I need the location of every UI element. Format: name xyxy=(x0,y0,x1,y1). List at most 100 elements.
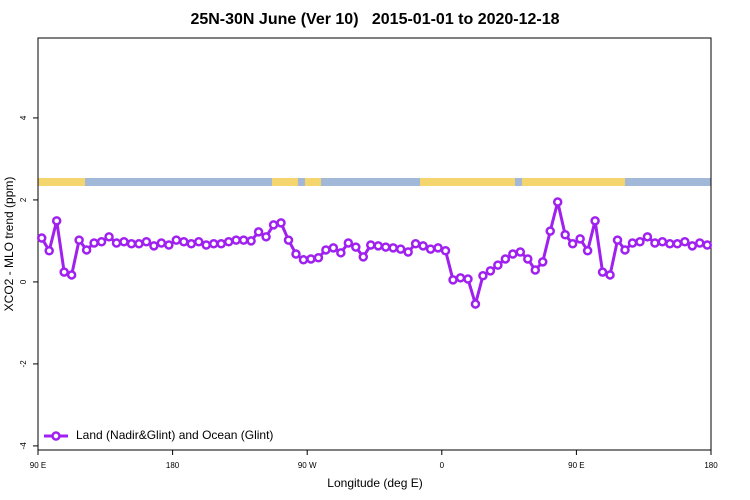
point xyxy=(164,240,174,250)
y-tick-label: 0 xyxy=(19,279,28,284)
point xyxy=(650,238,660,248)
point xyxy=(223,236,234,247)
point xyxy=(530,265,541,275)
point xyxy=(373,241,383,251)
point xyxy=(81,245,92,255)
x-tick-label: 90 E xyxy=(30,461,46,470)
land-strip xyxy=(272,178,298,186)
point xyxy=(283,235,294,245)
point xyxy=(642,232,653,242)
point xyxy=(51,216,62,226)
x-tick-label: 180 xyxy=(704,461,718,470)
point xyxy=(582,246,593,256)
point xyxy=(388,243,398,253)
point xyxy=(208,239,219,249)
point xyxy=(351,242,361,252)
point xyxy=(448,275,458,285)
x-axis-label: Longitude (deg E) xyxy=(327,476,422,490)
point xyxy=(366,240,376,250)
x-tick-label: 90 E xyxy=(568,461,584,470)
land-strip xyxy=(38,178,85,186)
land-strip xyxy=(420,178,515,186)
point xyxy=(605,270,615,280)
point xyxy=(111,238,122,248)
land-strip xyxy=(305,178,321,186)
point xyxy=(620,245,630,255)
point xyxy=(478,271,488,281)
point xyxy=(635,236,645,247)
point xyxy=(149,241,159,251)
point xyxy=(141,236,152,247)
point xyxy=(186,239,197,249)
map-strip xyxy=(38,178,711,186)
point xyxy=(418,241,428,251)
ocean-strip xyxy=(38,178,711,186)
point xyxy=(597,267,608,277)
point xyxy=(291,249,301,259)
point xyxy=(201,240,211,250)
legend-marker xyxy=(51,431,61,441)
point xyxy=(500,254,511,264)
point xyxy=(104,232,114,242)
point xyxy=(560,230,570,240)
point xyxy=(455,273,466,283)
point xyxy=(545,226,555,236)
point xyxy=(313,252,324,263)
point xyxy=(276,218,286,228)
point xyxy=(328,243,339,253)
legend-label: Land (Nadir&Glint) and Ocean (Glint) xyxy=(76,428,273,442)
point xyxy=(493,260,503,270)
point xyxy=(134,239,144,249)
point xyxy=(126,239,137,249)
point xyxy=(238,235,249,245)
point xyxy=(171,235,182,245)
y-axis-label: XCO2 - MLO trend (ppm) xyxy=(2,177,16,312)
point xyxy=(515,247,526,257)
point xyxy=(552,197,563,207)
point xyxy=(306,254,316,264)
point xyxy=(567,239,578,249)
point xyxy=(695,238,705,248)
point xyxy=(59,267,69,277)
point xyxy=(657,236,668,247)
point xyxy=(343,238,354,248)
point xyxy=(680,236,690,247)
x-tick-label: 90 W xyxy=(298,461,317,470)
point xyxy=(523,254,533,264)
x-tick-label: 180 xyxy=(166,461,180,470)
point xyxy=(179,236,189,247)
point xyxy=(89,238,99,248)
point xyxy=(216,239,226,249)
point xyxy=(627,238,638,248)
point xyxy=(74,235,84,245)
series-line xyxy=(40,201,708,310)
point xyxy=(246,236,256,246)
y-tick-label: 4 xyxy=(19,115,28,120)
point xyxy=(298,255,309,265)
land-strip xyxy=(522,178,625,186)
x-tick-label: 0 xyxy=(440,461,445,470)
point xyxy=(321,245,331,255)
point xyxy=(687,241,698,251)
point xyxy=(463,274,473,284)
y-tick-label: -4 xyxy=(19,442,28,450)
point xyxy=(433,243,443,253)
point xyxy=(590,216,600,226)
point xyxy=(538,257,548,267)
point xyxy=(268,220,279,230)
point xyxy=(36,233,47,243)
point xyxy=(194,236,204,247)
point xyxy=(231,235,241,245)
point xyxy=(665,239,675,249)
point xyxy=(508,249,518,259)
point xyxy=(440,246,451,256)
point xyxy=(261,232,271,242)
y-tick-label: -2 xyxy=(19,360,28,368)
point xyxy=(485,266,496,276)
point xyxy=(380,242,391,252)
point xyxy=(253,227,264,237)
point xyxy=(395,244,406,254)
point xyxy=(358,252,369,262)
